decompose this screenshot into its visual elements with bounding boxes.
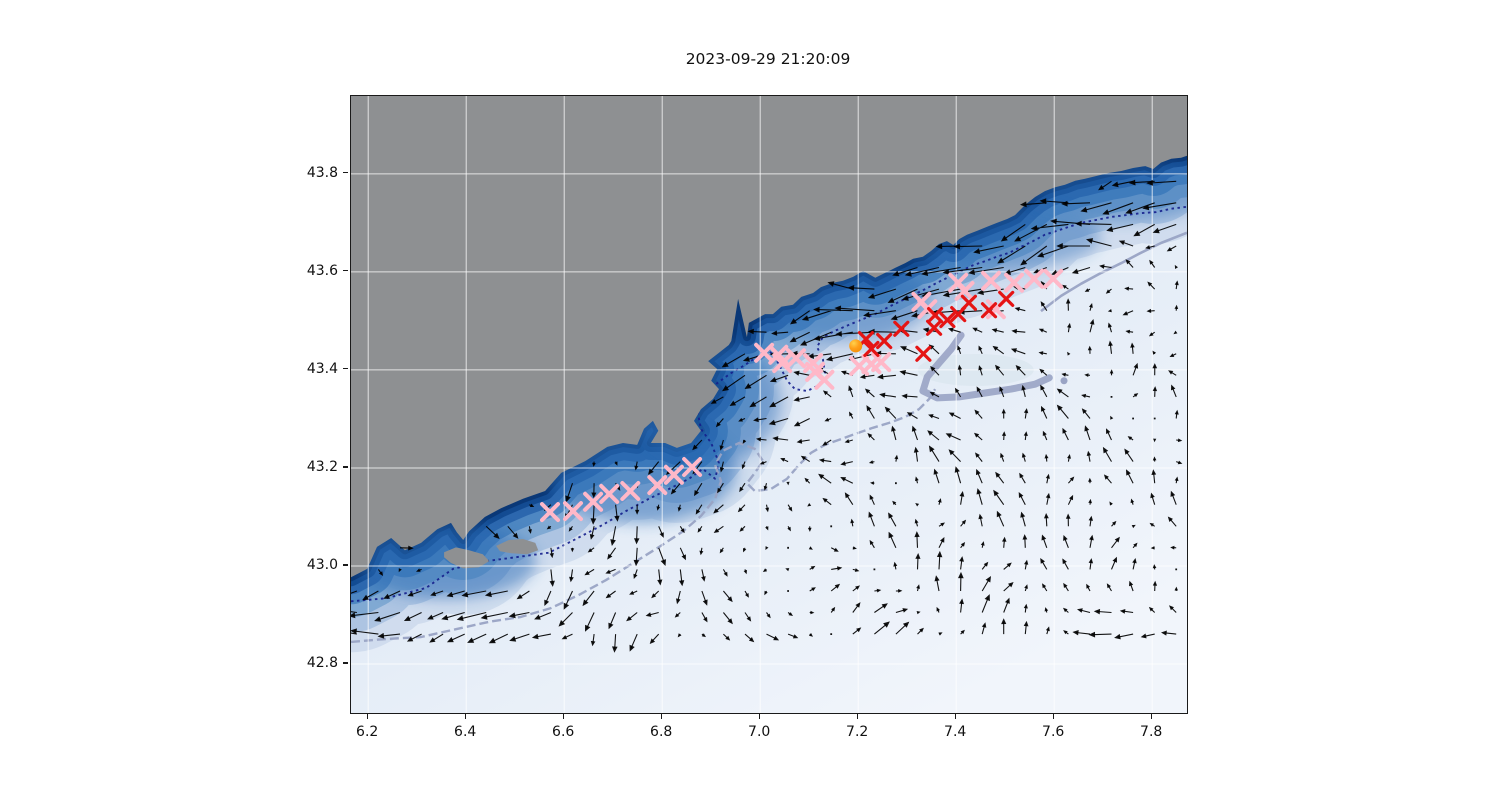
x-tick-label: 7.8 — [1140, 724, 1163, 740]
shelf-dot — [1060, 377, 1068, 385]
x-tick-label: 7.4 — [944, 724, 967, 740]
cross-marker — [540, 502, 560, 523]
island — [496, 539, 539, 555]
cross-marker — [814, 369, 835, 390]
shelf-hook-contour — [919, 331, 1053, 402]
cross-marker — [954, 281, 975, 301]
x-tick-mark — [758, 714, 760, 719]
map-axes — [350, 95, 1188, 714]
land-polygon — [351, 96, 1187, 578]
x-tick-label: 7.2 — [846, 724, 869, 740]
x-tick-mark — [366, 714, 368, 719]
x-tick-mark — [1150, 714, 1152, 719]
cross-marker — [583, 491, 604, 512]
x-tick-mark — [660, 714, 662, 719]
quiver-arrows — [351, 179, 1183, 653]
y-tick-mark — [343, 270, 348, 272]
cross-marker — [563, 501, 583, 522]
cross-marker — [863, 340, 880, 357]
y-tick-label: 43.2 — [306, 459, 338, 475]
cross-marker — [876, 332, 893, 350]
x-tick-label: 6.2 — [356, 724, 379, 740]
cross-marker — [663, 464, 684, 485]
y-tick-mark — [343, 172, 348, 174]
cross-marker — [915, 345, 932, 362]
cross-marker — [926, 319, 943, 336]
cross-marker — [620, 481, 641, 501]
y-tick-mark — [343, 564, 348, 566]
x-tick-mark — [562, 714, 564, 719]
cross-marker — [893, 320, 910, 337]
y-tick-mark — [343, 368, 348, 370]
plot-title: 2023-09-29 21:20:09 — [685, 50, 851, 68]
cross-marker — [960, 294, 977, 311]
origin-point-orange — [849, 339, 863, 353]
x-tick-label: 6.8 — [650, 724, 673, 740]
x-tick-mark — [1052, 714, 1054, 719]
x-tick-label: 6.6 — [552, 724, 575, 740]
dot-marker — [849, 339, 863, 353]
cross-marker — [980, 302, 998, 319]
cross-marker — [772, 353, 793, 374]
cross-marker — [599, 483, 620, 504]
cross-marker — [786, 348, 806, 369]
cross-marker — [647, 475, 668, 496]
shelf-contour-west — [351, 388, 937, 644]
cross-marker — [939, 311, 956, 329]
cross-marker — [1043, 268, 1064, 289]
x-tick-mark — [856, 714, 858, 719]
drifter-positions-pink — [540, 268, 1064, 523]
x-tick-mark — [954, 714, 956, 719]
y-tick-label: 43.4 — [306, 360, 338, 377]
y-tick-label: 43.8 — [306, 164, 338, 181]
depth-contour-navy — [351, 205, 1187, 603]
x-tick-label: 7.6 — [1042, 724, 1065, 740]
cross-marker — [981, 270, 1001, 291]
x-tick-mark — [464, 714, 466, 719]
map-canvas — [351, 96, 1187, 713]
y-tick-label: 42.8 — [306, 655, 338, 671]
cross-marker — [871, 352, 892, 373]
cross-marker — [1004, 272, 1024, 293]
y-tick-label: 43.6 — [306, 262, 338, 279]
cross-marker — [998, 290, 1015, 307]
y-tick-mark — [343, 466, 348, 468]
cross-marker — [682, 457, 703, 477]
y-tick-label: 43.0 — [306, 557, 338, 573]
x-tick-label: 7.0 — [748, 724, 771, 740]
cross-marker — [927, 307, 944, 324]
drifter-positions-red — [857, 290, 1015, 362]
x-tick-label: 6.4 — [454, 724, 477, 740]
y-tick-mark — [343, 662, 348, 664]
cross-marker — [1024, 268, 1045, 289]
